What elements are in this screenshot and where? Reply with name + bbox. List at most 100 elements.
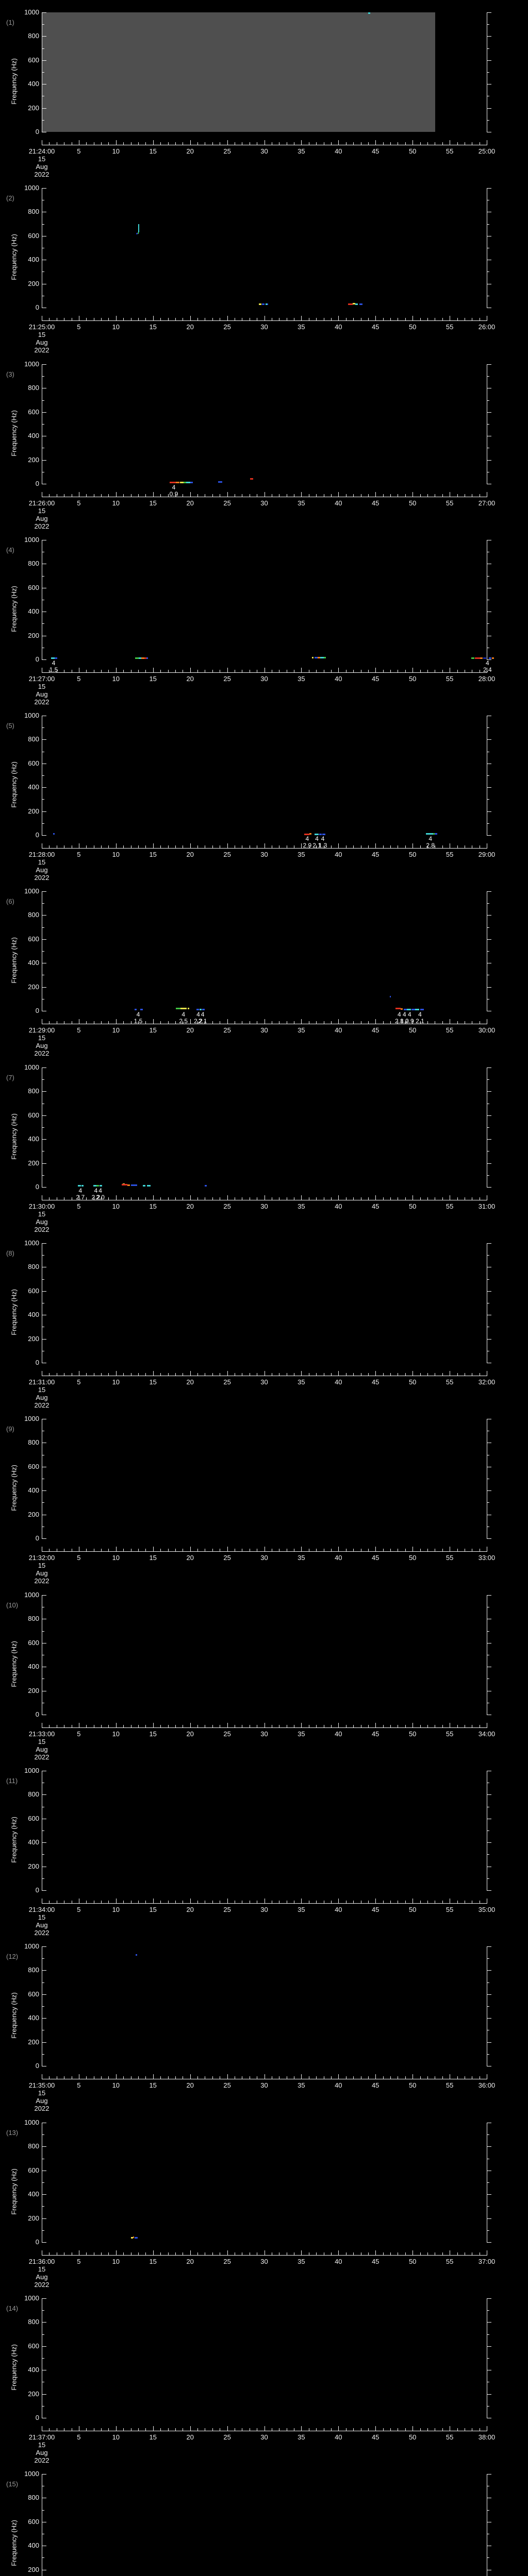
x-axis-tick: [412, 492, 414, 497]
x-axis-tick: [175, 142, 176, 145]
right-axis-tick: [487, 2054, 489, 2055]
x-tick-label: 20: [186, 1378, 194, 1386]
y-tick-label: 600: [28, 2166, 39, 2174]
x-axis-tick: [427, 318, 428, 320]
y-axis-tick: [42, 2018, 46, 2019]
x-axis-tick: [138, 318, 139, 320]
x-axis-tick: [301, 1723, 302, 1727]
x-axis-tick: [368, 142, 369, 145]
x-axis-tick: [427, 1549, 428, 1551]
detection-score-label: 2.5: [179, 1018, 188, 1025]
detection-mark: [435, 833, 438, 835]
x-axis-tick: [212, 1373, 213, 1376]
x-axis-tick: [412, 1899, 414, 1903]
right-axis-tick: [487, 1338, 491, 1340]
x-axis-tick: [427, 1901, 428, 1903]
y-axis-tick: [42, 1631, 44, 1632]
x-tick-label: 55: [446, 1202, 454, 1210]
detection-score-label: 0.9: [169, 490, 178, 498]
x-axis-date-month: Aug: [36, 2097, 48, 2105]
panel-number-label: (14): [6, 2304, 19, 2312]
x-axis-tick: [353, 142, 354, 145]
spectrogram-panel-12: 0 200 400 600 800 1000 5 10 15 20 25 30 35 40 45 50 55 21…: [0, 1934, 528, 2112]
x-axis-tick: [138, 1197, 139, 1200]
detection-mark: [488, 657, 491, 659]
x-tick-label: 25: [223, 675, 231, 683]
spectrogram-panel-6: 0 200 400 600 800 1000 5 10 15 20 25 30 35 40 45 50 55 21…: [0, 879, 528, 1057]
x-axis-line: [42, 848, 487, 849]
x-tick-label: 20: [186, 1730, 194, 1738]
x-axis-tick: [116, 1019, 117, 1024]
x-axis-tick: [227, 1723, 228, 1727]
right-axis-tick: [487, 224, 489, 225]
x-axis-tick: [427, 1021, 428, 1024]
detection-mark: [403, 1008, 407, 1010]
x-axis-tick: [153, 1723, 154, 1727]
x-tick-label: 45: [371, 2258, 380, 2265]
x-axis-tick: [390, 1549, 391, 1551]
spectrogram-data-block: [42, 12, 435, 132]
x-axis-tick: [412, 2250, 414, 2255]
y-axis-tick: [42, 1842, 46, 1843]
y-tick-label: 400: [28, 256, 39, 264]
x-axis-date-year: 2022: [34, 1049, 50, 1057]
x-tick-label: 25: [223, 2081, 231, 2089]
x-axis-tick: [190, 492, 191, 497]
right-axis-tick: [487, 1994, 491, 1995]
x-tick-label: 30: [260, 2258, 268, 2265]
x-axis-tick: [338, 1547, 339, 1551]
x-axis-tick: [160, 670, 161, 672]
y-axis-tick: [42, 2218, 46, 2219]
x-axis-tick: [138, 2252, 139, 2255]
y-axis-tick: [42, 1139, 46, 1140]
x-axis-tick: [86, 2428, 87, 2431]
x-axis-tick: [390, 1197, 391, 1200]
detection-mark: [136, 233, 138, 235]
y-axis-tick: [42, 2194, 46, 2195]
x-tick-label: 20: [186, 1202, 194, 1210]
x-tick-label: 30: [260, 1554, 268, 1562]
x-tick-label: 55: [446, 1554, 454, 1562]
x-axis-tick: [197, 2252, 198, 2255]
y-axis-tick: [42, 1243, 46, 1244]
y-axis-tick: [42, 72, 44, 73]
x-tick-label: 20: [186, 1554, 194, 1562]
right-axis-tick: [487, 1490, 491, 1492]
detection-mark: [359, 303, 363, 305]
x-tick-label: 45: [371, 499, 380, 507]
spectrogram-panel-7: 0 200 400 600 800 1000 5 10 15 20 25 30 35 40 45 50 55 21…: [0, 1055, 528, 1233]
panel-number-label: (1): [6, 19, 14, 26]
x-axis-date-month: Aug: [36, 866, 48, 874]
x-tick-label: 55: [446, 2081, 454, 2089]
x-tick-label: 10: [112, 675, 120, 683]
x-axis-tick: [353, 1549, 354, 1551]
right-axis-tick: [487, 2322, 491, 2323]
x-axis-tick: [160, 1549, 161, 1551]
x-axis-tick: [420, 2428, 421, 2431]
y-tick-label: 800: [28, 735, 39, 743]
detection-count-label: 4: [315, 835, 319, 842]
x-tick-label: 10: [112, 499, 120, 507]
x-axis-tick: [316, 845, 317, 848]
x-axis-tick: [316, 2252, 317, 2255]
x-axis-tick: [353, 318, 354, 320]
x-axis-tick: [108, 494, 109, 497]
x-axis-date-year: 2022: [34, 1753, 50, 1761]
x-axis-tick: [316, 1549, 317, 1551]
x-tick-label: 10: [112, 2258, 120, 2265]
y-axis-title: Frequency (Hz): [10, 58, 18, 105]
x-axis-end-time: 37:00: [478, 2258, 496, 2265]
detection-mark: [433, 833, 435, 835]
y-tick-label: 600: [28, 1814, 39, 1822]
x-axis-tick: [353, 1725, 354, 1727]
right-axis-tick: [487, 2006, 489, 2007]
x-axis-start-time: 21:27:00: [28, 675, 55, 683]
y-tick-label: 600: [28, 231, 39, 240]
x-axis-date-year: 2022: [34, 1226, 50, 1233]
right-axis-tick: [487, 12, 491, 13]
x-tick-label: 40: [335, 323, 342, 331]
x-axis-tick: [212, 1901, 213, 1903]
y-tick-label: 600: [28, 1990, 39, 1998]
x-axis-tick: [412, 843, 414, 848]
